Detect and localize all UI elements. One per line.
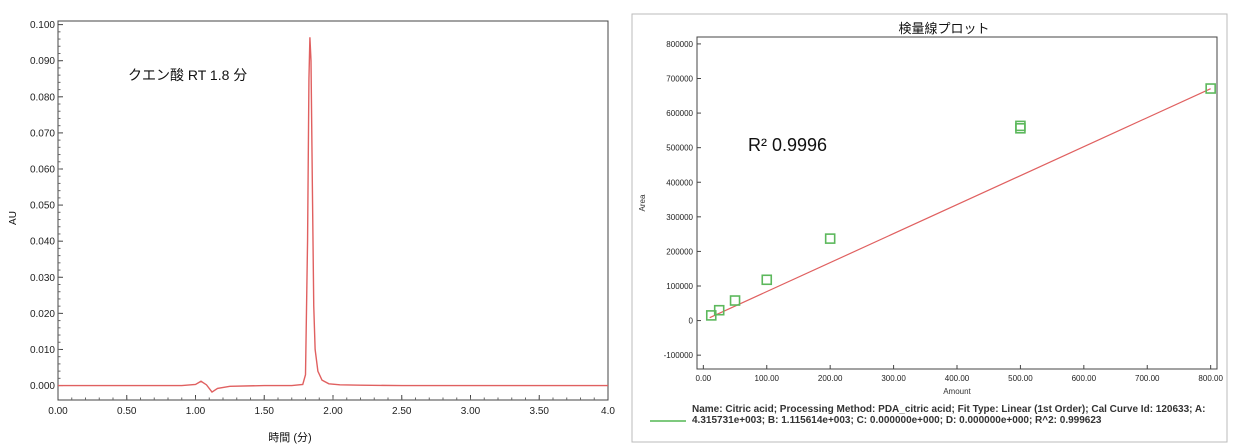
chromatogram-x-tick-label: 4.0	[601, 406, 615, 417]
calibration-x-tick-label: 0.00	[696, 374, 712, 383]
calibration-y-tick-label: 600000	[666, 109, 693, 118]
chromatogram-plot-area	[57, 20, 609, 401]
chromatogram-x-label: 時間 (分)	[268, 431, 311, 444]
chromatogram-y-tick-label: 0.080	[30, 92, 55, 103]
calibration-panel: 検量線プロット 0.00 100.00 200.00 300.00 400.00 500.…	[631, 13, 1228, 443]
calibration-title: 検量線プロット	[898, 21, 989, 36]
calibration-r2-annotation: R² 0.9996	[748, 135, 827, 155]
chromatogram-x-tick-label: 0.50	[117, 406, 137, 417]
chromatogram-y-tick-label: 0.050	[30, 201, 55, 212]
chromatogram-y-tick-label: 0.100	[30, 20, 55, 31]
calibration-point	[713, 304, 725, 316]
calibration-points	[705, 83, 1216, 321]
calibration-y-tick-label: 0	[689, 317, 694, 326]
calibration-plot-area	[696, 36, 1218, 370]
chromatogram-y-tick-label: 0.000	[30, 381, 55, 392]
calibration-point	[824, 233, 836, 244]
calibration-point	[729, 295, 741, 306]
chromatogram-y-tick-label: 0.070	[30, 128, 55, 139]
calibration-x-axis: 0.00 100.00 200.00 300.00 400.00 500.00 600.00…	[696, 365, 1223, 383]
calibration-y-label: Area	[638, 194, 647, 211]
calibration-y-tick-label: 700000	[666, 75, 693, 84]
calibration-x-tick-label: 100.00	[755, 374, 780, 383]
calibration-x-tick-label: 800.00	[1198, 374, 1223, 383]
calibration-x-tick-label: 200.00	[818, 374, 843, 383]
calibration-frame	[631, 13, 1228, 443]
chromatogram-y-tick-label: 0.020	[30, 309, 55, 320]
chromatogram-x-tick-label: 2.50	[392, 406, 412, 417]
chromatogram-x-axis: 0.00 0.50 1.00 1.50 2.00 2.50 3.00 3.50 4.0	[48, 395, 615, 417]
calibration-x-tick-label: 500.00	[1008, 374, 1033, 383]
calibration-y-tick-label: -100000	[664, 351, 694, 360]
chromatogram-annotation: クエン酸 RT 1.8 分	[128, 67, 247, 83]
chromatogram-x-tick-label: 3.50	[530, 406, 550, 417]
chromatogram-y-tick-label: 0.010	[30, 345, 55, 356]
calibration-y-tick-label: 800000	[666, 40, 693, 49]
calibration-legend-text: Name: Citric acid; Processing Method: PD…	[692, 404, 1206, 426]
calibration-y-tick-label: 100000	[666, 282, 693, 291]
chromatogram-y-tick-label: 0.040	[30, 237, 55, 248]
calibration-y-tick-label: 400000	[666, 178, 693, 187]
legend-swatch	[650, 420, 686, 422]
calibration-fit-line	[709, 88, 1211, 319]
calibration-x-tick-label: 400.00	[945, 374, 970, 383]
chromatogram-y-axis: 0.000 0.010 0.020 0.030 0.040 0.050 0.060 0.070…	[30, 20, 63, 392]
calibration-y-tick-label: 200000	[666, 247, 693, 256]
calibration-x-label: Amount	[943, 387, 971, 396]
calibration-y-axis: -100000 0 100000 200000 300000 400000 500000 60…	[664, 40, 701, 360]
calibration-x-tick-label: 700.00	[1135, 374, 1160, 383]
chromatogram-trace	[58, 37, 608, 394]
calibration-point	[1015, 120, 1026, 132]
chromatogram-y-tick-label: 0.060	[30, 164, 55, 175]
calibration-x-tick-label: 600.00	[1072, 374, 1097, 383]
chromatogram-y-label: AU	[8, 211, 19, 225]
calibration-y-tick-label: 500000	[666, 144, 693, 153]
calibration-x-tick-label: 300.00	[881, 374, 906, 383]
calibration-y-tick-label: 300000	[666, 213, 693, 222]
chromatogram-x-tick-label: 1.50	[255, 406, 275, 417]
chromatogram-x-tick-label: 0.00	[48, 406, 68, 417]
chromatogram-y-tick-label: 0.030	[30, 273, 55, 284]
chromatogram-x-tick-label: 2.00	[323, 406, 343, 417]
chromatogram-y-tick-label: 0.090	[30, 56, 55, 67]
calibration-point	[1205, 83, 1216, 94]
chromatogram-x-tick-label: 3.00	[461, 406, 481, 417]
chromatogram-panel: 0.00 0.50 1.00 1.50 2.00 2.50 3.00 3.50 4.0 0.00…	[8, 20, 615, 444]
chromatogram-x-tick-label: 1.00	[186, 406, 206, 417]
calibration-point	[761, 274, 773, 286]
